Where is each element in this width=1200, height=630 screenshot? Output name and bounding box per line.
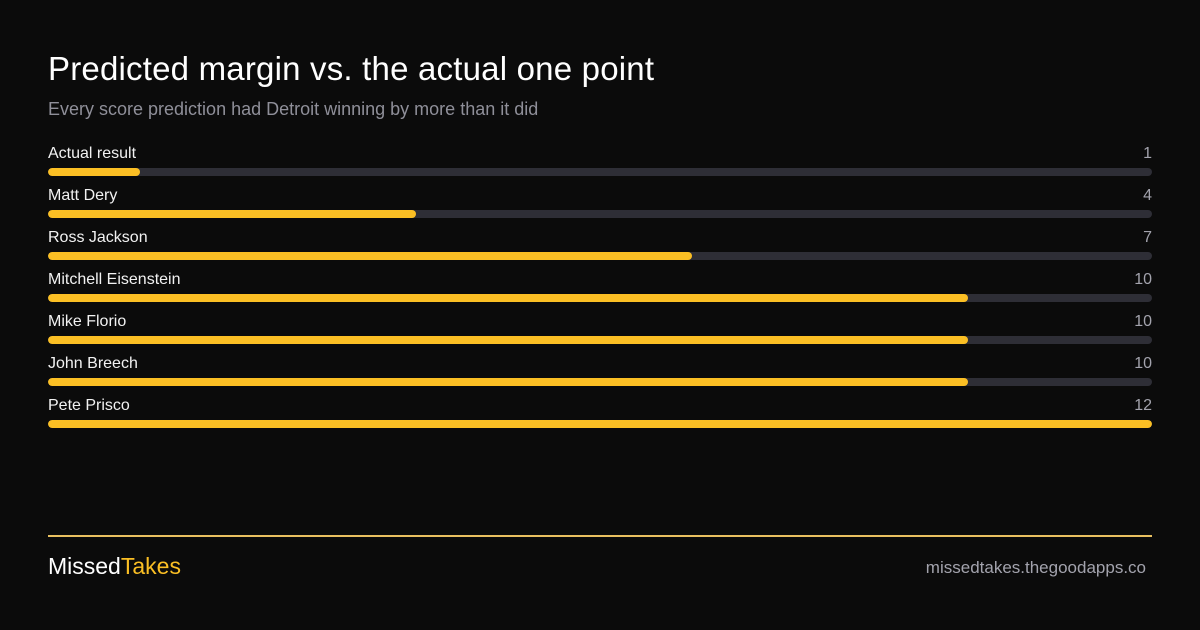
bar-row: Mike Florio 10	[48, 310, 1152, 352]
bar	[48, 168, 140, 176]
bar-track	[48, 252, 1152, 260]
bar-value-label: 12	[1134, 397, 1152, 414]
bar-label: Mike Florio	[48, 313, 127, 330]
bar-track	[48, 294, 1152, 302]
footer-divider	[48, 535, 1152, 537]
bar-row: Matt Dery 4	[48, 184, 1152, 226]
bar-value-label: 10	[1134, 313, 1152, 330]
chart-title: Predicted margin vs. the actual one poin…	[48, 50, 655, 87]
brand-logo-part2: Takes	[120, 553, 181, 579]
bar-row: John Breech 10	[48, 352, 1152, 394]
brand-logo: MissedTakes	[48, 553, 181, 580]
bar-value-label: 1	[1143, 145, 1152, 162]
bar-chart: Actual result 1 Matt Dery 4 Ross Jackson 7 Mit…	[48, 142, 1152, 436]
bar-track	[48, 420, 1152, 428]
bar-value-label: 4	[1143, 187, 1152, 204]
bar	[48, 252, 692, 260]
bar-label: Mitchell Eisenstein	[48, 271, 181, 288]
bar-label: Pete Prisco	[48, 397, 130, 414]
bar-label: Actual result	[48, 145, 137, 162]
bar-row: Actual result 1	[48, 142, 1152, 184]
brand-logo-part1: Missed	[48, 553, 121, 579]
chart-subtitle: Every score prediction had Detroit winni…	[48, 99, 539, 119]
bar	[48, 336, 968, 344]
bar-value-label: 10	[1134, 271, 1152, 288]
bar	[48, 210, 416, 218]
bar-track	[48, 378, 1152, 386]
bar-track	[48, 168, 1152, 176]
bar-label: John Breech	[48, 355, 138, 372]
bar-value-label: 7	[1143, 229, 1152, 246]
bar-label: Ross Jackson	[48, 229, 148, 246]
bar-label: Matt Dery	[48, 187, 118, 204]
bar-row: Ross Jackson 7	[48, 226, 1152, 268]
bar-row: Pete Prisco 12	[48, 394, 1152, 436]
bar	[48, 294, 968, 302]
bar-track	[48, 210, 1152, 218]
bar-row: Mitchell Eisenstein 10	[48, 268, 1152, 310]
bar	[48, 420, 1152, 428]
bar-track	[48, 336, 1152, 344]
site-url: missedtakes.thegoodapps.co	[925, 558, 1146, 577]
bar	[48, 378, 968, 386]
bar-value-label: 10	[1134, 355, 1152, 372]
